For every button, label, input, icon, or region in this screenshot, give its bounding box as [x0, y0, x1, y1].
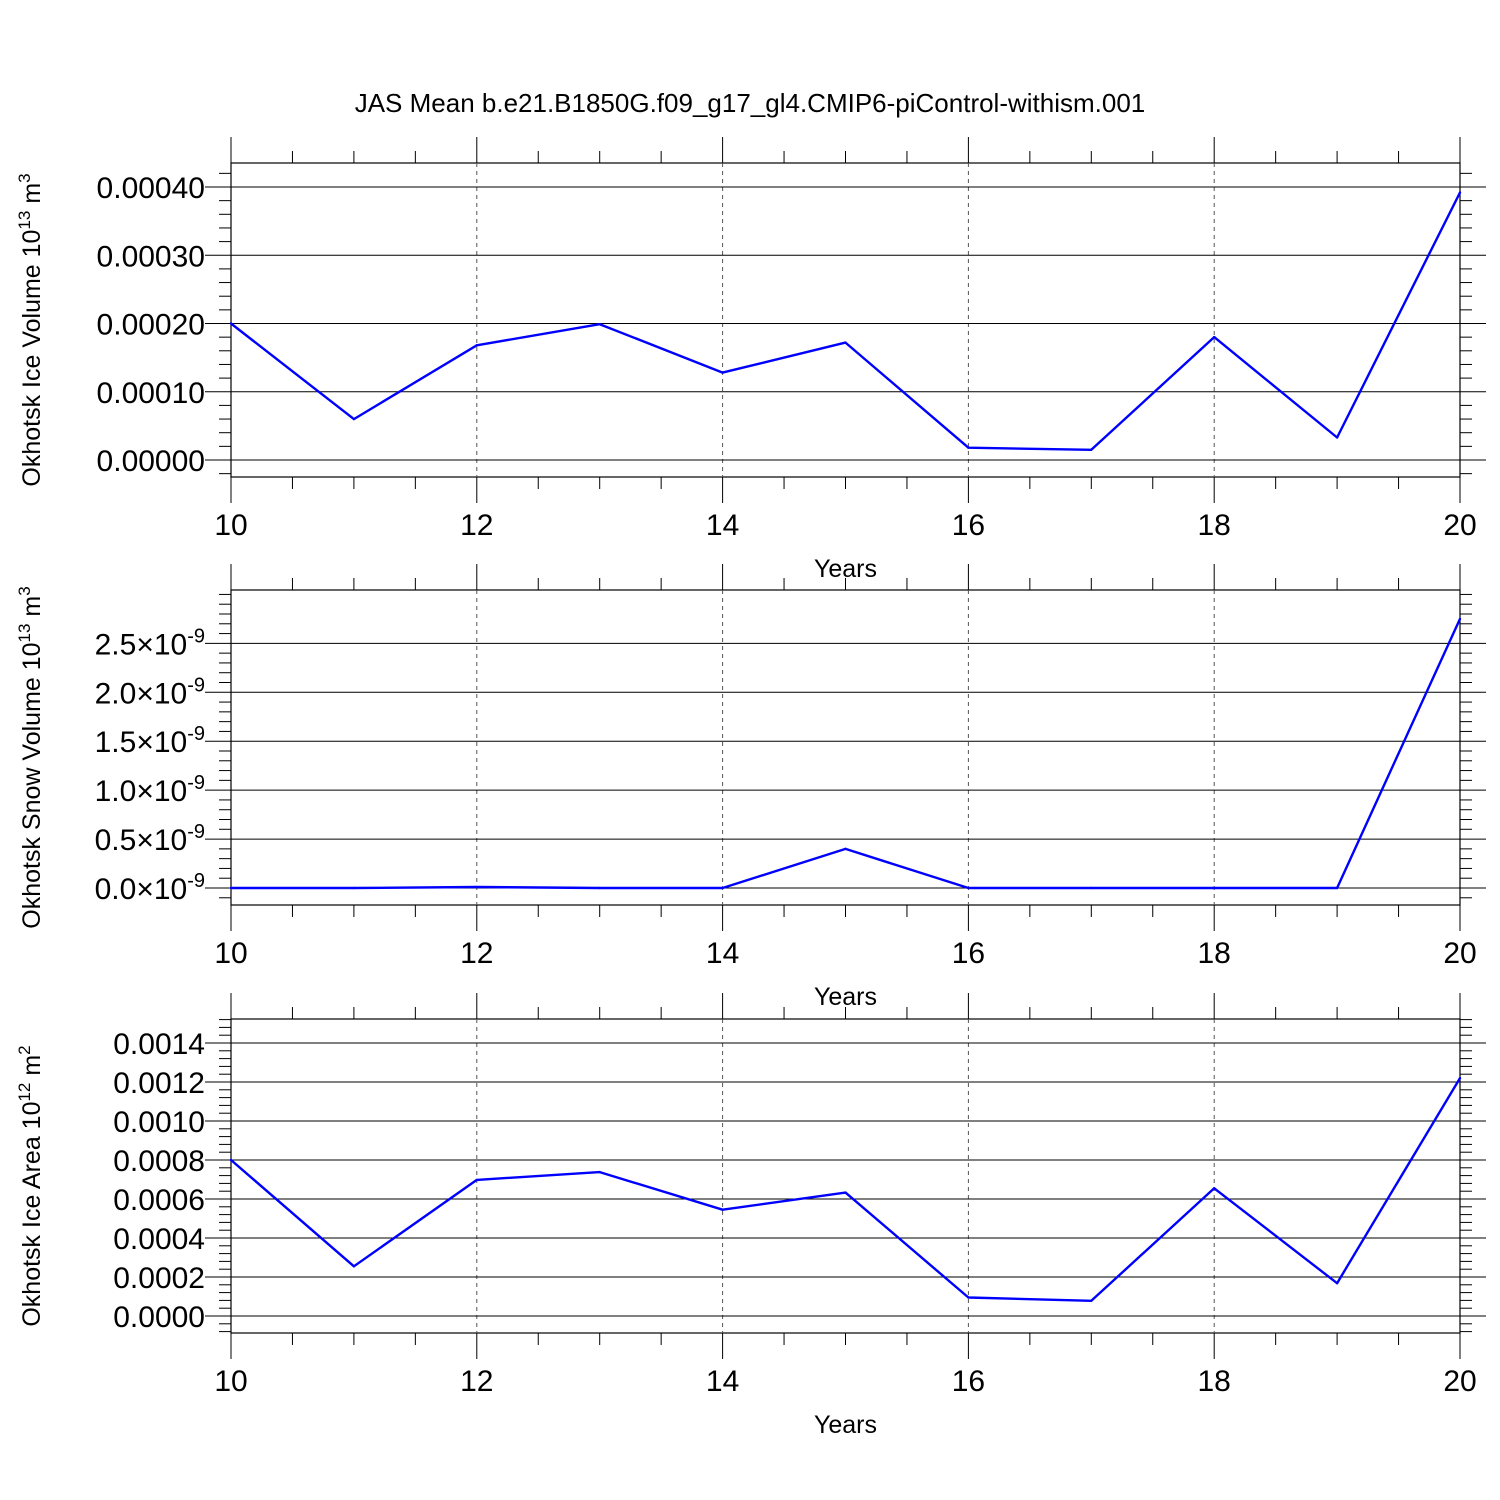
data-point [967, 1296, 970, 1299]
y-tick-label: 2.5×10-9 [95, 625, 205, 661]
y-axis-title: Okhotsk Ice Area 1012 m2 [15, 1045, 46, 1326]
y-axis-title: Okhotsk Snow Volume 1013 m3 [15, 586, 46, 928]
y-tick-label: 0.00000 [97, 445, 205, 478]
data-point [721, 1208, 724, 1211]
series-line [231, 618, 1462, 890]
plot-frame [230, 589, 1461, 906]
chart-panels: 10 12 14 16 18 20 Years 0.00000 0.00010 0.00020 0.… [15, 137, 1486, 1439]
data-point [1458, 1076, 1462, 1080]
x-tick-label: 16 [952, 1365, 985, 1398]
y-tick-label: 0.0010 [113, 1106, 205, 1139]
y-tick-label: 1.5×10-9 [95, 723, 205, 759]
data-point [967, 446, 970, 449]
data-point [598, 1170, 601, 1174]
plot-frame [230, 1018, 1461, 1334]
data-point [1213, 886, 1216, 890]
y-axis-title: Okhotsk Ice Volume 1013 m3 [15, 173, 46, 486]
data-point [475, 1178, 478, 1182]
x-axis-title: Years [814, 1411, 877, 1439]
x-tick-label: 14 [706, 937, 739, 970]
data-point [352, 417, 356, 421]
x-tick-label: 20 [1443, 509, 1476, 542]
y-tick-label: 0.00030 [97, 240, 205, 273]
y-tick-label: 2.0×10-9 [95, 674, 205, 710]
x-tick-label: 20 [1443, 1365, 1476, 1398]
y-tick-label: 0.00010 [97, 377, 205, 410]
x-tick-label: 14 [706, 509, 739, 542]
data-point [1335, 886, 1339, 890]
data-point [475, 344, 478, 347]
data-point [1458, 191, 1462, 194]
x-tick-label: 10 [214, 1365, 247, 1398]
y-tick-label: 0.0×10-9 [95, 870, 205, 906]
data-point [229, 886, 233, 890]
y-tick-label: 0.0012 [113, 1067, 205, 1100]
data-point [229, 1158, 233, 1162]
y-tick-label: 0.0008 [113, 1145, 205, 1178]
data-point [229, 322, 233, 325]
y-tick-label: 0.0004 [113, 1223, 205, 1256]
x-tick-label: 14 [706, 1365, 739, 1398]
data-point [352, 1265, 356, 1268]
x-tick-label: 12 [460, 509, 493, 542]
data-point [1090, 1299, 1093, 1302]
plot-frame [230, 162, 1461, 478]
y-tick-label: 0.0000 [113, 1301, 205, 1334]
data-point [1335, 436, 1339, 439]
data-point [721, 886, 724, 890]
data-point [1458, 617, 1462, 621]
series-line [230, 1077, 1462, 1303]
y-tick-label: 0.0002 [113, 1262, 205, 1295]
series-line [230, 191, 1462, 451]
x-tick-label: 18 [1198, 1365, 1231, 1398]
data-point [844, 341, 847, 344]
x-axis-title: Years [814, 983, 877, 1011]
data-point [967, 886, 970, 890]
x-tick-label: 12 [460, 937, 493, 970]
x-tick-label: 18 [1198, 509, 1231, 542]
data-point [844, 1191, 847, 1194]
data-point [598, 322, 601, 326]
data-point [352, 886, 356, 890]
y-tick-label: 1.0×10-9 [95, 772, 205, 808]
chart-panel-3: 10 12 14 16 18 20 Years 0.0000 0.0002 0.0004 0.000… [15, 993, 1486, 1439]
x-tick-label: 12 [460, 1365, 493, 1398]
chart-panel-1: 10 12 14 16 18 20Years0.000000.000100.000200.… [15, 137, 1486, 583]
chart-panel-2: 10 12 14 16 18 20 Years 0.0×10-9 0.5×10-9 1.0×10-… [15, 564, 1486, 1011]
data-point [1090, 886, 1093, 890]
x-tick-label: 16 [952, 509, 985, 542]
data-point [598, 886, 601, 890]
data-point [1090, 448, 1093, 451]
y-tick-label: 0.0014 [113, 1028, 205, 1061]
data-point [1213, 335, 1216, 339]
y-tick-label: 0.00040 [97, 172, 205, 205]
figure-title: JAS Mean b.e21.B1850G.f09_g17_gl4.CMIP6-… [355, 88, 1146, 118]
data-point [844, 847, 847, 851]
x-tick-label: 10 [214, 937, 247, 970]
x-tick-label: 16 [952, 937, 985, 970]
data-point [475, 885, 478, 889]
x-tick-label: 18 [1198, 937, 1231, 970]
y-tick-label: 0.00020 [97, 309, 205, 342]
x-tick-label: 10 [214, 509, 247, 542]
data-point [1335, 1282, 1339, 1285]
data-point [1213, 1187, 1216, 1190]
x-tick-label: 20 [1443, 937, 1476, 970]
data-point [721, 371, 724, 374]
y-tick-label: 0.5×10-9 [95, 821, 205, 857]
y-tick-label: 0.0006 [113, 1184, 205, 1217]
